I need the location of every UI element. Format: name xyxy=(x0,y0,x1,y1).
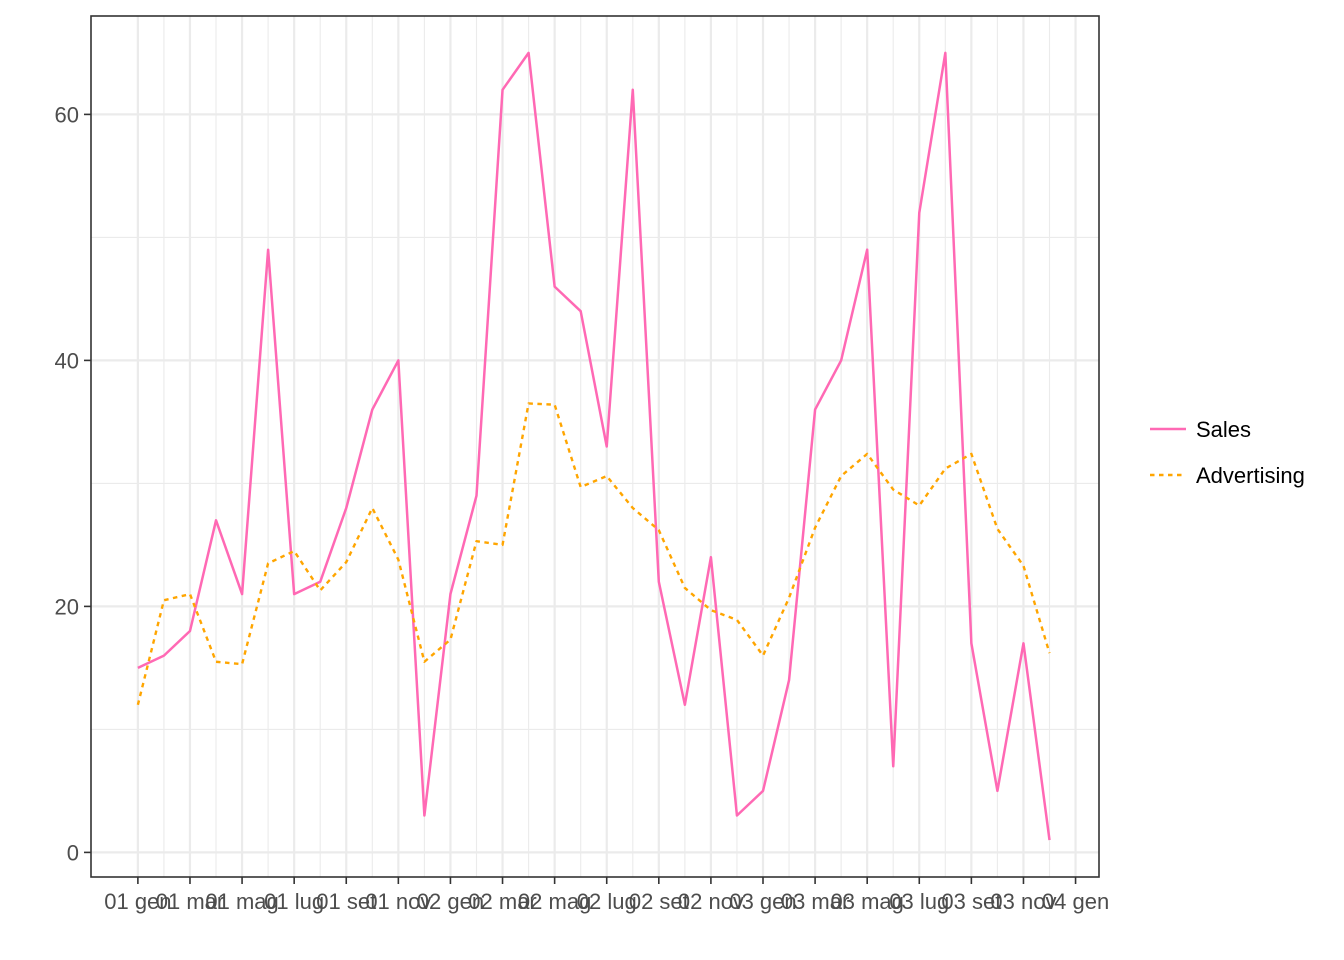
grid-minor xyxy=(91,16,1099,877)
series-line-sales xyxy=(137,51,1051,841)
series-line-advertising xyxy=(136,402,1051,706)
legend-label-sales: Sales xyxy=(1196,417,1251,442)
y-tick-label: 20 xyxy=(55,594,79,619)
x-tick-label: 02 lug xyxy=(577,889,637,914)
x-tick-label: 03 nov xyxy=(990,889,1056,914)
x-tick-label: 02 gen xyxy=(417,889,484,914)
x-tick-label: 01 mag xyxy=(205,889,278,914)
plot-border xyxy=(90,15,1100,878)
x-tick-label: 02 mar xyxy=(468,889,536,914)
y-tick-label: 0 xyxy=(67,840,79,865)
axis-ticks xyxy=(84,113,1077,884)
x-tick-label: 04 gen xyxy=(1042,889,1109,914)
plot-panel xyxy=(91,16,1099,877)
legend-label-advertising: Advertising xyxy=(1196,463,1305,488)
y-tick-label: 60 xyxy=(55,102,79,127)
x-tick-label: 01 mar xyxy=(156,889,224,914)
grid-major xyxy=(91,16,1099,877)
y-tick-labels: 0 20 40 60 xyxy=(55,102,79,865)
x-tick-label: 03 mag xyxy=(830,889,903,914)
series-layer xyxy=(136,51,1051,841)
x-tick-label: 02 nov xyxy=(678,889,744,914)
x-tick-label: 01 lug xyxy=(264,889,324,914)
x-tick-label: 03 set xyxy=(941,889,1001,914)
x-tick-label: 03 mar xyxy=(781,889,849,914)
y-tick-label: 40 xyxy=(55,348,79,373)
x-tick-label: 02 mag xyxy=(518,889,591,914)
x-tick-label: 03 gen xyxy=(729,889,796,914)
x-tick-label: 01 nov xyxy=(365,889,431,914)
x-tick-label: 03 lug xyxy=(889,889,949,914)
x-tick-label: 01 set xyxy=(316,889,376,914)
legend: Sales Advertising xyxy=(1150,417,1305,488)
x-tick-label: 01 gen xyxy=(104,889,171,914)
x-tick-label: 02 set xyxy=(629,889,689,914)
